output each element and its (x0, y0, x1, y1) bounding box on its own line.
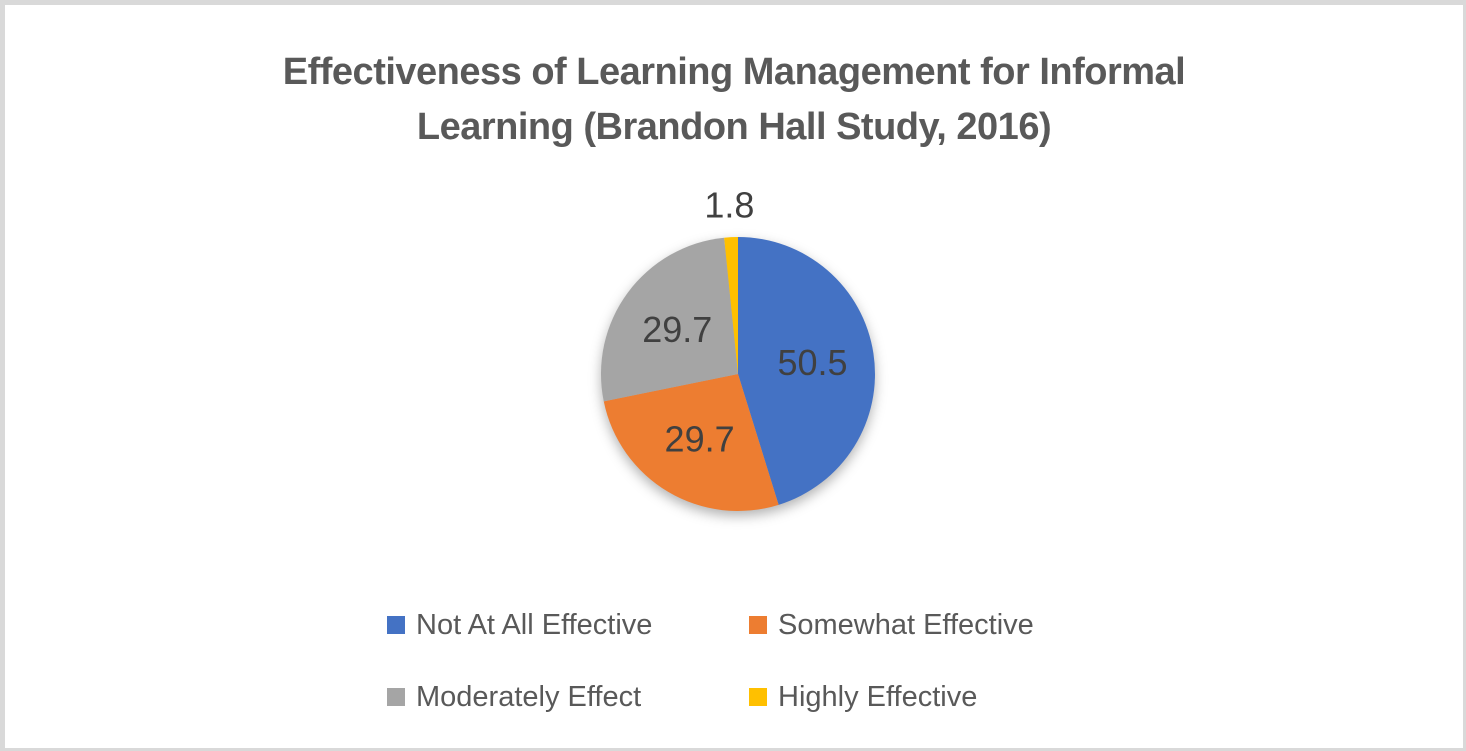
legend-marker-highly-effective (749, 688, 767, 706)
pie-slice-not-at-all-effective (738, 237, 875, 505)
pie-slice-somewhat-effective (603, 374, 779, 511)
data-label-highly-effective: 1.8 (704, 185, 754, 226)
legend-label-highly-effective: Highly Effective (778, 681, 978, 713)
pie-slice-moderately-effect (600, 237, 738, 402)
legend-label-moderately-effect: Moderately Effect (416, 681, 642, 713)
legend-item-not-at-all-effective: Not At All Effective (387, 607, 749, 643)
legend-item-highly-effective: Highly Effective (749, 679, 1034, 715)
pie-chart: 50.5 29.7 29.7 1.8 (600, 185, 875, 511)
data-label-not-at-all-effective: 50.5 (777, 342, 847, 383)
legend-item-somewhat-effective: Somewhat Effective (749, 607, 1034, 643)
pie-slice-highly-effective (724, 237, 738, 374)
legend-marker-not-at-all-effective (387, 616, 405, 634)
legend-marker-somewhat-effective (749, 616, 767, 634)
legend: Not At All Effective Somewhat Effective Mo… (387, 607, 1034, 715)
legend-label-not-at-all-effective: Not At All Effective (416, 609, 653, 641)
chart-title-line-1: Effectiveness of Learning Management for… (282, 51, 1186, 93)
legend-marker-moderately-effect (387, 688, 405, 706)
chart-title: Effectiveness of Learning Management for… (5, 45, 1463, 155)
chart-title-line-2: Learning (Brandon Hall Study, 2016) (416, 106, 1052, 148)
legend-label-somewhat-effective: Somewhat Effective (778, 609, 1034, 641)
pie (600, 237, 875, 511)
data-label-moderately-effect: 29.7 (642, 309, 712, 350)
legend-item-moderately-effect: Moderately Effect (387, 679, 749, 715)
data-label-somewhat-effective: 29.7 (665, 418, 735, 459)
